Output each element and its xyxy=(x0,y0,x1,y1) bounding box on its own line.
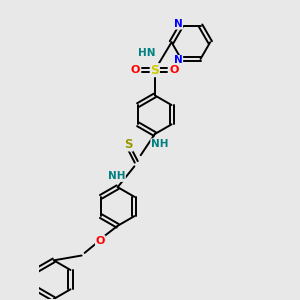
Text: HN: HN xyxy=(137,48,155,58)
Text: O: O xyxy=(95,236,105,246)
Text: NH: NH xyxy=(151,139,168,149)
Text: S: S xyxy=(124,138,133,151)
Text: N: N xyxy=(174,56,183,65)
Text: NH: NH xyxy=(108,171,125,182)
Text: N: N xyxy=(174,19,183,29)
Text: O: O xyxy=(169,65,179,75)
Text: O: O xyxy=(131,65,140,75)
Text: S: S xyxy=(150,64,159,76)
